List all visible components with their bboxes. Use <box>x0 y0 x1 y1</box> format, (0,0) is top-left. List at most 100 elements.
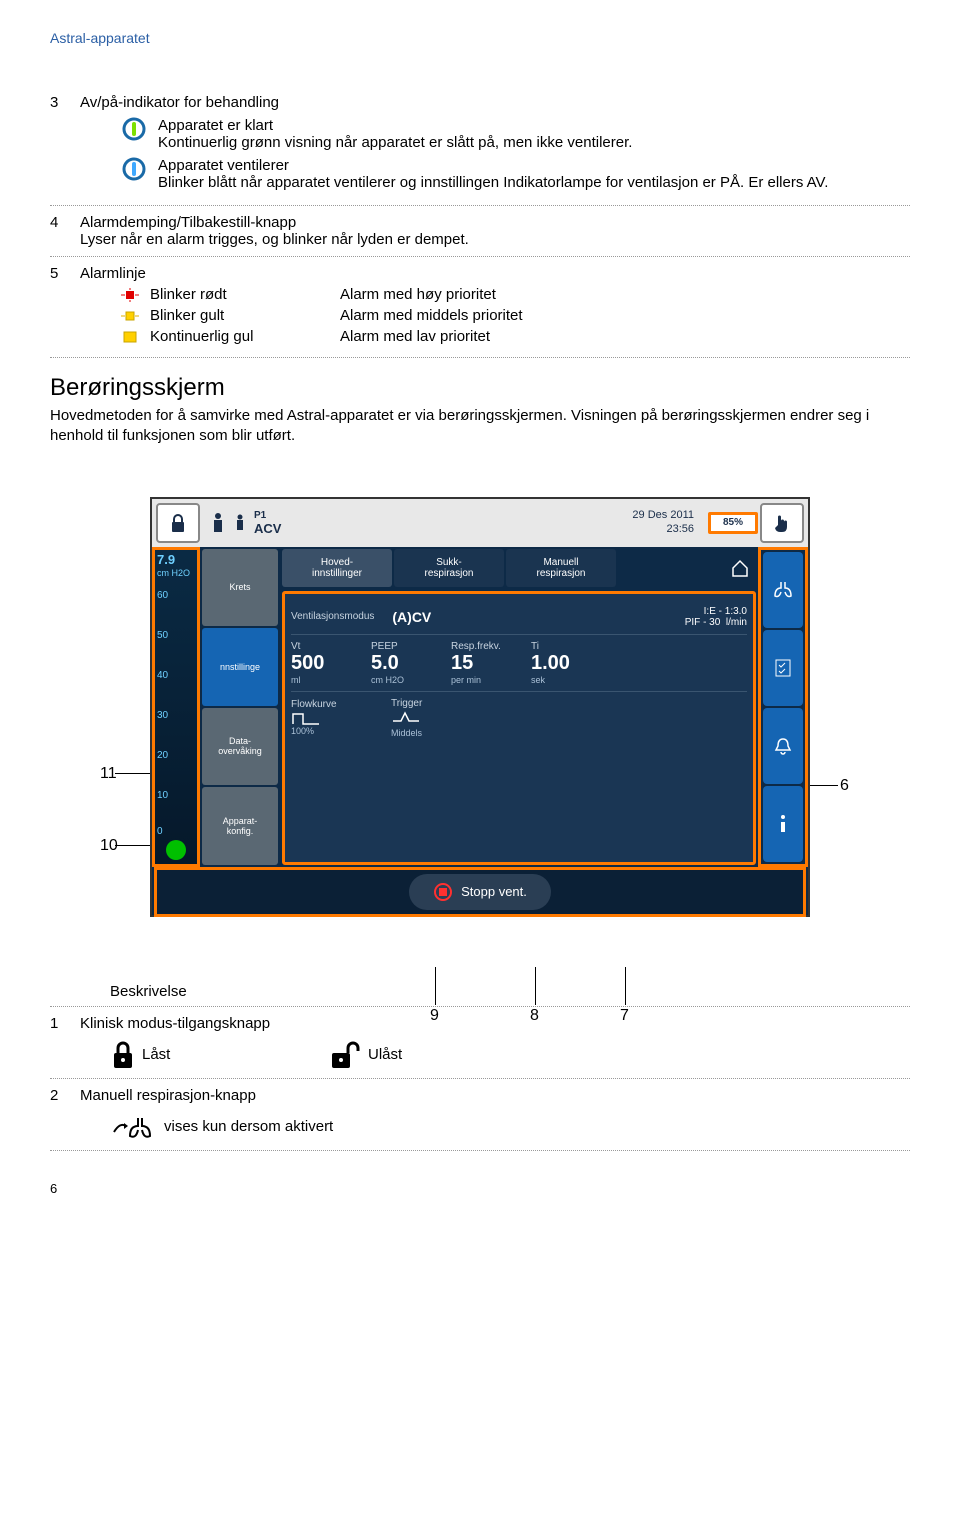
ti-value[interactable]: 1.00 <box>531 652 591 675</box>
row-text: Lyser når en alarm trigges, og blinker n… <box>80 231 910 248</box>
desc-row-2: 2 Manuell respirasjon-knapp vises kun de… <box>50 1079 910 1151</box>
lock-button[interactable] <box>156 503 200 543</box>
vt-unit: ml <box>291 675 351 685</box>
row-number: 3 <box>50 94 80 197</box>
row-title: Alarmlinje <box>80 265 910 282</box>
gauge-tick: 50 <box>157 630 168 641</box>
alarm-yellow-blink-label: Blinker gult <box>150 307 330 324</box>
tab-main-settings[interactable]: Hoved- innstillinger <box>282 549 392 587</box>
alarm-red-icon <box>120 287 140 303</box>
row-number: 5 <box>50 265 80 349</box>
gauge-value: 7.9 <box>157 552 175 567</box>
alarm-red-label: Blinker rødt <box>150 286 330 303</box>
lungs-button[interactable] <box>763 552 803 628</box>
alarm-yellow-solid-icon <box>120 329 140 345</box>
callout-7: 7 <box>620 1007 629 1025</box>
flow-value: 100% <box>291 726 351 736</box>
gauge-tick: 40 <box>157 670 168 681</box>
trigger-label: Trigger <box>391 698 451 709</box>
manual-breath-text: vises kun dersom aktivert <box>164 1118 333 1135</box>
touchscreen-diagram: 1 2 3 4 5 6 7 8 9 10 11 P1 ACV <box>90 497 870 917</box>
manual-breath-icon <box>110 1112 154 1142</box>
desc-title: Klinisk modus-tilgangsknapp <box>80 1015 910 1032</box>
program-label: P1 <box>254 510 281 521</box>
ventilating-indicator-icon <box>120 157 148 181</box>
ts-topbar: P1 ACV 29 Des 2011 23:56 85% <box>152 499 808 547</box>
flow-label: Flowkurve <box>291 699 351 710</box>
gauge-unit: cm H2O <box>157 568 190 578</box>
gauge-tick: 20 <box>157 750 168 761</box>
ventilating-text: Blinker blått når apparatet ventilerer o… <box>158 174 910 191</box>
desc-num: 2 <box>50 1087 80 1142</box>
table-row-5: 5 Alarmlinje Blinker rødt Alarm med høy … <box>50 257 910 358</box>
side-settings-button[interactable]: nnstillinge <box>202 628 278 706</box>
person-adult-icon <box>210 511 226 535</box>
locked-label: Låst <box>142 1046 170 1063</box>
section-title: Berøringsskjerm <box>50 374 910 402</box>
person-child-icon <box>234 513 246 533</box>
tab-manual-breath[interactable]: Manuell respirasjon <box>506 549 616 587</box>
pressure-gauge: 7.9 cm H2O 60 50 40 30 20 10 0 <box>152 547 200 867</box>
respfreq-unit: per min <box>451 675 511 685</box>
battery-indicator: 85% <box>708 512 758 534</box>
peep-value[interactable]: 5.0 <box>371 652 431 675</box>
alarm-yellow-blink-icon <box>120 308 140 324</box>
unlocked-label: Ulåst <box>368 1046 402 1063</box>
callout-8: 8 <box>530 1007 539 1025</box>
ventilating-title: Apparatet ventilerer <box>158 157 910 174</box>
table-row-4: 4 Alarmdemping/Tilbakestill-knapp Lyser … <box>50 206 910 257</box>
side-device-button[interactable]: Apparat- konfig. <box>202 787 278 865</box>
page-number: 6 <box>50 1181 910 1196</box>
pif-label: PIF - 30 <box>685 617 721 628</box>
peep-label: PEEP <box>371 641 431 652</box>
alarm-red-desc: Alarm med høy prioritet <box>340 286 910 303</box>
desc-title: Manuell respirasjon-knapp <box>80 1087 910 1104</box>
touchscreen: P1 ACV 29 Des 2011 23:56 85% 7.9 cm H2O … <box>150 497 810 917</box>
side-nav: Krets nnstillinge Data- overvåking Appar… <box>200 547 280 867</box>
stop-vent-label: Stopp vent. <box>461 884 527 899</box>
peep-unit: cm H2O <box>371 675 431 685</box>
side-circuit-button[interactable]: Krets <box>202 549 278 627</box>
checklist-button[interactable] <box>763 630 803 706</box>
row-title: Alarmdemping/Tilbakestill-knapp <box>80 214 910 231</box>
locked-icon <box>110 1040 136 1070</box>
vt-label: Vt <box>291 641 351 652</box>
desc-header: Beskrivelse <box>50 977 910 1007</box>
callout-6: 6 <box>840 777 849 795</box>
tab-sigh[interactable]: Sukk- respirasjon <box>394 549 504 587</box>
respfreq-label: Resp.frekv. <box>451 641 511 652</box>
ti-unit: sek <box>531 675 591 685</box>
unlocked-icon <box>330 1040 362 1070</box>
respfreq-value[interactable]: 15 <box>451 652 511 675</box>
bottom-bar: Stopp vent. <box>154 867 806 917</box>
alarm-yellow-solid-label: Kontinuerlig gul <box>150 328 330 345</box>
callout-11: 11 <box>100 765 117 783</box>
page-header: Astral-apparatet <box>50 30 910 46</box>
gauge-tick: 0 <box>157 826 163 837</box>
section-paragraph: Hovedmetoden for å samvirke med Astral-a… <box>50 406 910 447</box>
stop-vent-button[interactable]: Stopp vent. <box>409 874 551 910</box>
gauge-bulb <box>166 840 186 860</box>
alarm-yellow-solid-desc: Alarm med lav prioritet <box>340 328 910 345</box>
info-button[interactable] <box>763 786 803 862</box>
ready-text: Kontinuerlig grønn visning når apparatet… <box>158 134 910 151</box>
table-row-3: 3 Av/på-indikator for behandling Apparat… <box>50 86 910 206</box>
touch-lock-button[interactable] <box>760 503 804 543</box>
pif-unit: l/min <box>726 617 747 628</box>
row-title: Av/på-indikator for behandling <box>80 94 910 111</box>
home-icon[interactable] <box>730 558 750 578</box>
row-number: 4 <box>50 214 80 248</box>
side-data-button[interactable]: Data- overvåking <box>202 708 278 786</box>
vt-value[interactable]: 500 <box>291 652 351 675</box>
settings-panel: Ventilasjonsmodus (A)CV I:E - 1:3.0 PIF … <box>282 591 756 865</box>
vent-mode-label: Ventilasjonsmodus <box>291 611 374 622</box>
date-line-1: 29 Des 2011 <box>632 509 694 522</box>
desc-row-1: 1 Klinisk modus-tilgangsknapp Låst Ulåst <box>50 1007 910 1079</box>
alarm-bell-button[interactable] <box>763 708 803 784</box>
callout-9: 9 <box>430 1007 439 1025</box>
callout-10: 10 <box>100 837 118 855</box>
ready-indicator-icon <box>120 117 148 141</box>
alarm-yellow-blink-desc: Alarm med middels prioritet <box>340 307 910 324</box>
gauge-tick: 10 <box>157 790 168 801</box>
mode-label: ACV <box>254 521 281 536</box>
